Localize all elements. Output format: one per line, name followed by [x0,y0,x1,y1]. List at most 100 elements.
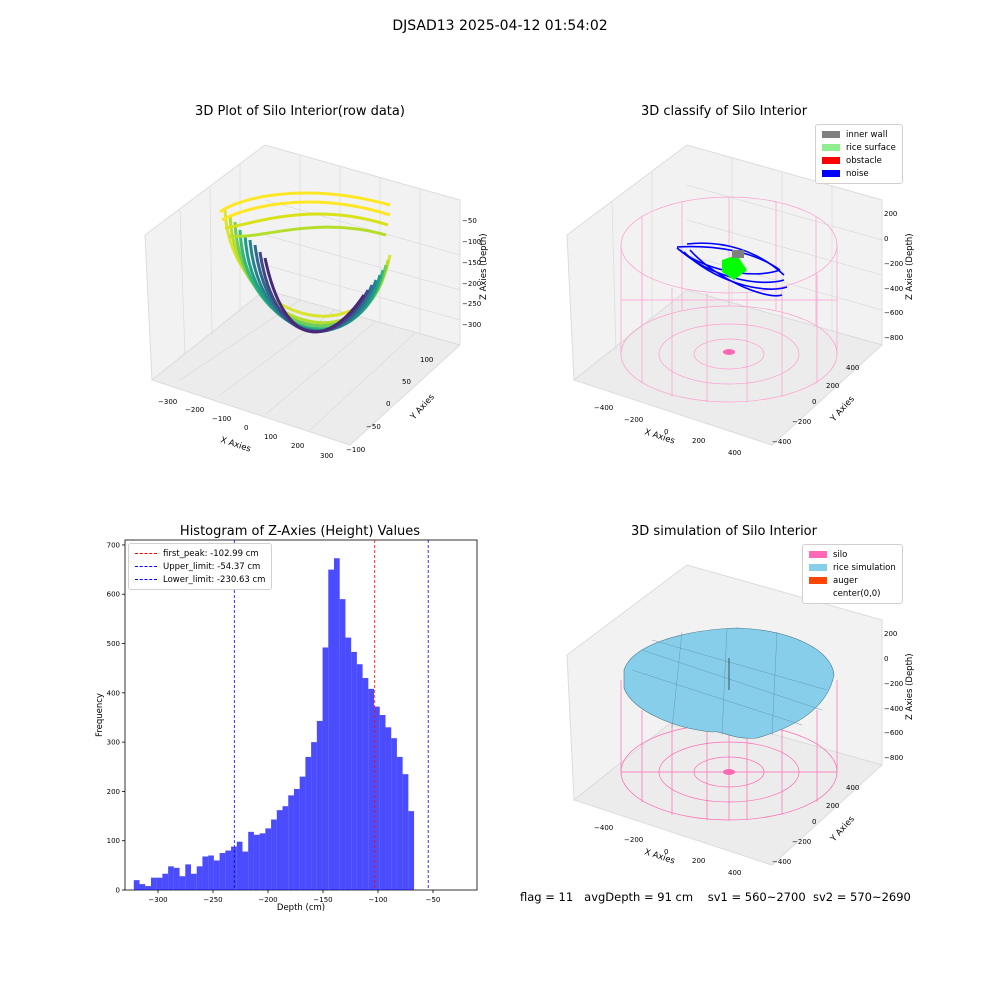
classify3d-xlabel: X Axies [643,427,676,446]
histogram-ylabel: Frequency [95,693,105,737]
sim3d-xtick: −200 [624,836,643,844]
histogram-bar [396,756,403,890]
classify3d-zlabel: Z Axies (Depth) [905,233,915,300]
histogram-bar [356,664,363,890]
raw3d-ytick: 0 [386,400,390,408]
legend-entry-center: center(0,0) [809,587,896,600]
histogram-ytick-label: 700 [107,541,120,549]
histogram-xtick-label: −50 [426,896,441,904]
classify3d-xticks: −400 −200 0 200 400 [594,404,741,457]
legend-entry-inner-wall: inner wall [822,128,896,141]
classify3d-ytick: 200 [826,382,839,390]
raw3d-xtick: 100 [264,433,277,441]
histogram-bar [185,864,191,890]
legend-swatch [822,144,840,151]
histogram-bar [271,819,277,890]
legend-entry-obstacle: obstacle [822,154,896,167]
histogram-bar [202,856,209,890]
raw3d-xtick: −300 [158,398,177,406]
classify3d-ztick: −800 [884,334,903,342]
classify3d-ztick: −200 [884,260,903,268]
sim3d-xlabel: X Axies [643,847,676,866]
sim3d-ytick: 0 [812,818,816,826]
raw3d-ztick: −100 [462,238,481,246]
histogram-xtick-label: −150 [313,896,332,904]
legend-line-swatch [135,566,157,567]
raw3d-xtick: 0 [244,424,248,432]
histogram-bar [156,877,163,890]
sim3d-ylabel: Y Axies [828,814,857,845]
raw3d-ztick: −200 [462,280,481,288]
classify3d-silo-wireframe [620,196,838,403]
histogram-xtick-label: −100 [368,896,387,904]
raw3d-plot: −300 −200 −100 0 100 200 300 X Axies 100… [144,144,489,460]
histogram-bar [379,715,386,890]
legend-swatch [822,157,840,164]
classify3d-ylabel: Y Axies [828,394,857,425]
histogram-bar [259,833,266,890]
legend-entry-first-peak: first_peak: -102.99 cm [135,547,265,560]
histogram-bar [368,688,375,890]
histogram-bar [276,810,283,890]
histogram-bar [391,738,397,890]
histogram-yticks: 0 100 200 300 400 500 600 700 [107,541,125,895]
sim3d-ztick: 200 [884,630,897,638]
classify3d-xtick: 400 [728,449,741,457]
legend-label: center(0,0) [833,588,881,599]
legend-label: silo [833,549,848,560]
raw3d-xticks: −300 −200 −100 0 100 200 300 [158,398,333,460]
classify3d-xtick: 200 [692,437,705,445]
histogram-bar [316,720,323,890]
sim3d-xticks: −400 −200 0 200 400 [594,824,741,877]
histogram-legend: first_peak: -102.99 cm Upper_limit: -54.… [128,543,273,590]
raw3d-ztick: −150 [462,259,481,267]
raw3d-ytick: −100 [346,446,365,454]
legend-label: noise [846,168,869,179]
histogram-ytick-label: 0 [116,887,120,895]
histogram-ytick-label: 400 [107,689,120,697]
legend-entry-silo: silo [809,548,896,561]
histogram-bar [231,846,237,890]
sv1-text: sv1 = 560~2700 [707,890,806,904]
histogram-bar [196,866,203,890]
raw3d-title: 3D Plot of Silo Interior(row data) [195,104,405,119]
legend-entry-rice-surface: rice surface [822,141,896,154]
sim3d-ytick: −200 [792,838,811,846]
histogram-bar [173,867,180,890]
sim3d-title: 3D simulation of Silo Interior [631,524,817,539]
legend-swatch [822,131,840,138]
classify3d-xtick: 0 [664,428,668,436]
histogram-bar [282,806,289,890]
classify3d-zticks: 200 0 −200 −400 −600 −800 [884,210,903,342]
raw3d-xtick: −100 [212,415,231,423]
histogram-title: Histogram of Z-Axies (Height) Values [179,524,421,539]
classify3d-ztick: 200 [884,210,897,218]
histogram-bar [362,678,369,890]
raw3d-ztick: −250 [462,300,481,308]
raw3d-ytick: −50 [366,423,381,431]
sim3d-xtick: 200 [692,857,705,865]
legend-label: rice simulation [833,562,896,573]
histogram-bar [265,828,272,890]
classify3d-legend: inner wall rice surface obstacle noise [815,124,903,184]
sim3d-plot: −400 −200 0 200 400 X Axies 400 200 0 −2… [566,564,915,877]
raw3d-xtick: 300 [320,452,333,460]
histogram-vlines [233,540,429,890]
histogram-bar [236,841,243,890]
sim3d-ztick: 0 [884,655,888,663]
classify3d-xtick: −200 [624,416,643,424]
raw3d-ztick: −50 [462,217,477,225]
raw3d-ytick: 100 [420,356,433,364]
histogram-ytick-label: 500 [107,640,120,648]
histogram-bar [225,850,232,890]
sim3d-zticks: 200 0 −200 −400 −600 −800 [884,630,903,762]
flag-text: flag = 11 [520,890,574,904]
legend-label: obstacle [846,155,882,166]
legend-line-swatch [135,579,157,580]
sim3d-surface-mesh [631,627,828,736]
histogram-bar [213,860,220,890]
histogram-bar [139,884,146,890]
histogram-bar [311,742,317,890]
sim3d-legend: silo rice simulation auger center(0,0) [802,544,903,604]
legend-label: first_peak: -102.99 cm [163,548,259,559]
